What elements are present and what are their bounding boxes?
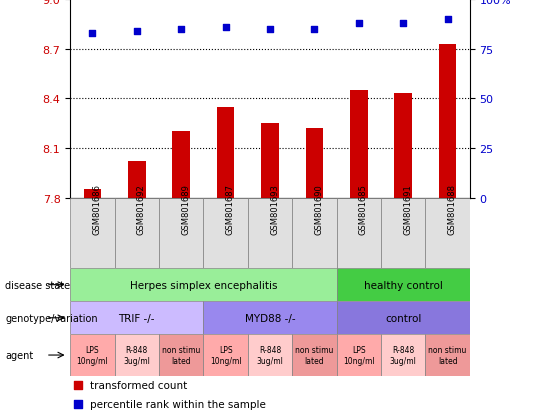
Bar (394, 94, 412, 198)
FancyBboxPatch shape (248, 198, 292, 268)
Text: GSM801693: GSM801693 (270, 183, 279, 234)
Point (88, 31, 97, 37)
FancyBboxPatch shape (204, 301, 336, 335)
Text: GSM801689: GSM801689 (181, 183, 190, 234)
Text: GSM801686: GSM801686 (92, 183, 102, 234)
Bar (350, 91, 368, 198)
FancyBboxPatch shape (159, 198, 204, 268)
FancyBboxPatch shape (204, 198, 248, 268)
Text: healthy control: healthy control (364, 280, 443, 290)
Point (132, 28, 141, 35)
Point (177, 26, 186, 33)
Text: agent: agent (5, 350, 33, 360)
FancyBboxPatch shape (292, 198, 336, 268)
Point (310, 26, 319, 33)
FancyBboxPatch shape (336, 335, 381, 376)
Text: control: control (385, 313, 421, 323)
Text: Herpes simplex encephalitis: Herpes simplex encephalitis (130, 280, 277, 290)
FancyBboxPatch shape (336, 268, 470, 301)
Point (399, 21, 408, 27)
Bar (306, 129, 323, 198)
Bar (128, 162, 146, 198)
Text: transformed count: transformed count (90, 380, 187, 390)
Bar (438, 45, 456, 198)
FancyBboxPatch shape (426, 198, 470, 268)
Text: GSM801687: GSM801687 (226, 183, 234, 234)
FancyBboxPatch shape (248, 335, 292, 376)
Text: R-848
3ug/ml: R-848 3ug/ml (256, 346, 284, 365)
FancyBboxPatch shape (70, 301, 204, 335)
Text: R-848
3ug/ml: R-848 3ug/ml (390, 346, 417, 365)
FancyBboxPatch shape (159, 335, 204, 376)
FancyBboxPatch shape (292, 335, 336, 376)
Text: GSM801692: GSM801692 (137, 183, 146, 234)
Text: GSM801688: GSM801688 (448, 183, 457, 234)
FancyBboxPatch shape (114, 198, 159, 268)
FancyBboxPatch shape (336, 301, 470, 335)
FancyBboxPatch shape (114, 335, 159, 376)
Text: disease state: disease state (5, 280, 71, 290)
Text: LPS
10ng/ml: LPS 10ng/ml (210, 346, 241, 365)
Text: non stimu
lated: non stimu lated (295, 346, 334, 365)
FancyBboxPatch shape (381, 198, 426, 268)
Text: percentile rank within the sample: percentile rank within the sample (90, 399, 266, 409)
Text: non stimu
lated: non stimu lated (428, 346, 467, 365)
Text: LPS
10ng/ml: LPS 10ng/ml (77, 346, 108, 365)
Bar (84, 190, 102, 198)
Text: LPS
10ng/ml: LPS 10ng/ml (343, 346, 375, 365)
FancyBboxPatch shape (70, 335, 114, 376)
Text: GSM801690: GSM801690 (314, 183, 323, 234)
Point (354, 21, 363, 27)
FancyBboxPatch shape (336, 198, 381, 268)
Bar (261, 124, 279, 198)
Bar (217, 107, 234, 198)
Point (339, 138, 347, 144)
FancyBboxPatch shape (381, 335, 426, 376)
FancyBboxPatch shape (204, 335, 248, 376)
Text: MYD88 -/-: MYD88 -/- (245, 313, 295, 323)
Text: TRIF -/-: TRIF -/- (119, 313, 155, 323)
Bar (172, 132, 190, 198)
FancyBboxPatch shape (426, 335, 470, 376)
Point (443, 17, 452, 23)
FancyBboxPatch shape (70, 268, 336, 301)
Point (339, 306, 347, 313)
Text: non stimu
lated: non stimu lated (162, 346, 200, 365)
Text: genotype/variation: genotype/variation (5, 313, 98, 323)
Text: GSM801685: GSM801685 (359, 183, 368, 234)
Point (221, 24, 230, 31)
Text: GSM801691: GSM801691 (403, 183, 412, 234)
Text: R-848
3ug/ml: R-848 3ug/ml (123, 346, 150, 365)
FancyBboxPatch shape (70, 198, 114, 268)
Point (266, 26, 274, 33)
